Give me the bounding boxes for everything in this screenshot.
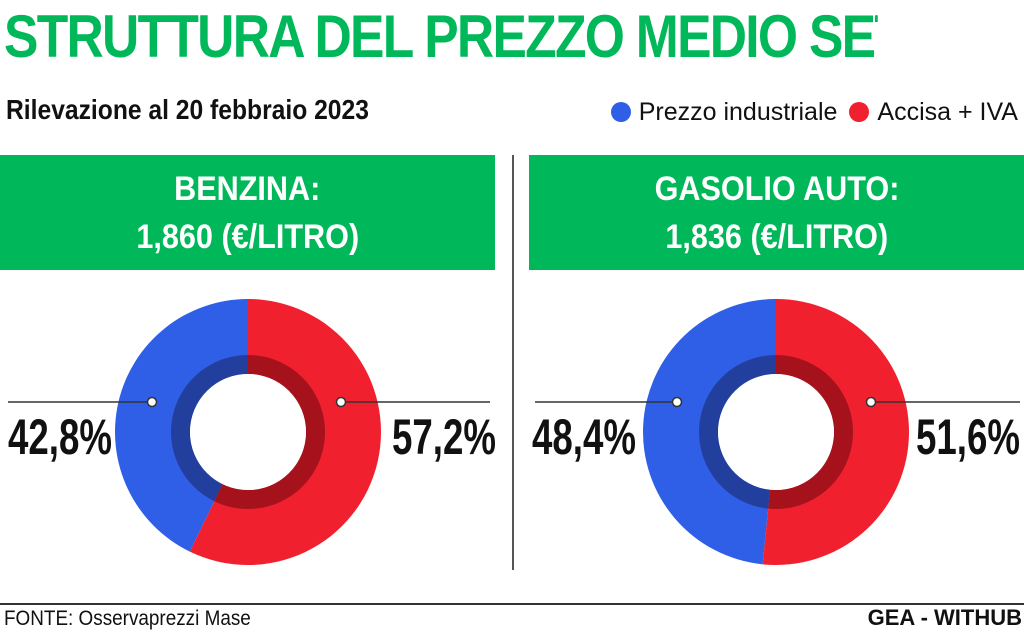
donut-charts: 42,8% 57,2% 48,4% 51,6% bbox=[8, 299, 1020, 565]
gasolio-leader-dot-industrial bbox=[671, 396, 683, 408]
gasolio-inner-ring-tax bbox=[768, 355, 853, 509]
benzina-donut-chart: 42,8% 57,2% bbox=[8, 299, 496, 565]
chart-title: STRUTTURA DEL PREZZO MEDIO SETTIMANALE bbox=[4, 3, 878, 70]
legend-item-tax: Accisa + IVA bbox=[849, 96, 1018, 128]
gasolio-price: 1,836 (€/LITRO) bbox=[665, 217, 888, 256]
benzina-inner-ring-industrial bbox=[171, 355, 248, 502]
gasolio-donut-chart: 48,4% 51,6% bbox=[532, 299, 1020, 565]
gasolio-inner-ring-industrial bbox=[698, 355, 776, 509]
gasolio-leader-dot-tax bbox=[865, 396, 877, 408]
gasolio-label-tax: 51,6% bbox=[916, 409, 1020, 465]
legend-item-industrial: Prezzo industriale bbox=[610, 96, 838, 128]
legend-label-tax: Accisa + IVA bbox=[877, 98, 1018, 126]
benzina-inner-ring-tax bbox=[214, 355, 326, 509]
legend-label-industrial: Prezzo industriale bbox=[638, 98, 838, 126]
benzina-donut-hole bbox=[190, 374, 306, 490]
source-note: FONTE: Osservaprezzi Mase bbox=[4, 607, 251, 630]
benzina-leader-dot-tax bbox=[335, 396, 347, 408]
panel-divider bbox=[512, 155, 514, 570]
legend-swatch-industrial bbox=[610, 102, 631, 122]
gasolio-donut-hole bbox=[718, 374, 834, 490]
gasolio-header: GASOLIO AUTO: 1,836 (€/LITRO) bbox=[529, 155, 1024, 270]
gasolio-label-industrial: 48,4% bbox=[532, 409, 636, 465]
legend: Prezzo industriale Accisa + IVA bbox=[610, 96, 1018, 128]
benzina-title: BENZINA: bbox=[174, 169, 321, 208]
gasolio-title: GASOLIO AUTO: bbox=[654, 169, 899, 208]
footer-divider bbox=[0, 603, 1024, 605]
benzina-header: BENZINA: 1,860 (€/LITRO) bbox=[0, 155, 495, 270]
benzina-price: 1,860 (€/LITRO) bbox=[136, 217, 359, 256]
credit-logo: GEA - WITHUB bbox=[867, 605, 1022, 630]
legend-swatch-tax bbox=[849, 102, 870, 122]
benzina-label-tax: 57,2% bbox=[392, 409, 496, 465]
chart-subtitle: Rilevazione al 20 febbraio 2023 bbox=[6, 94, 369, 125]
benzina-label-industrial: 42,8% bbox=[8, 409, 112, 465]
benzina-leader-dot-industrial bbox=[146, 396, 158, 408]
